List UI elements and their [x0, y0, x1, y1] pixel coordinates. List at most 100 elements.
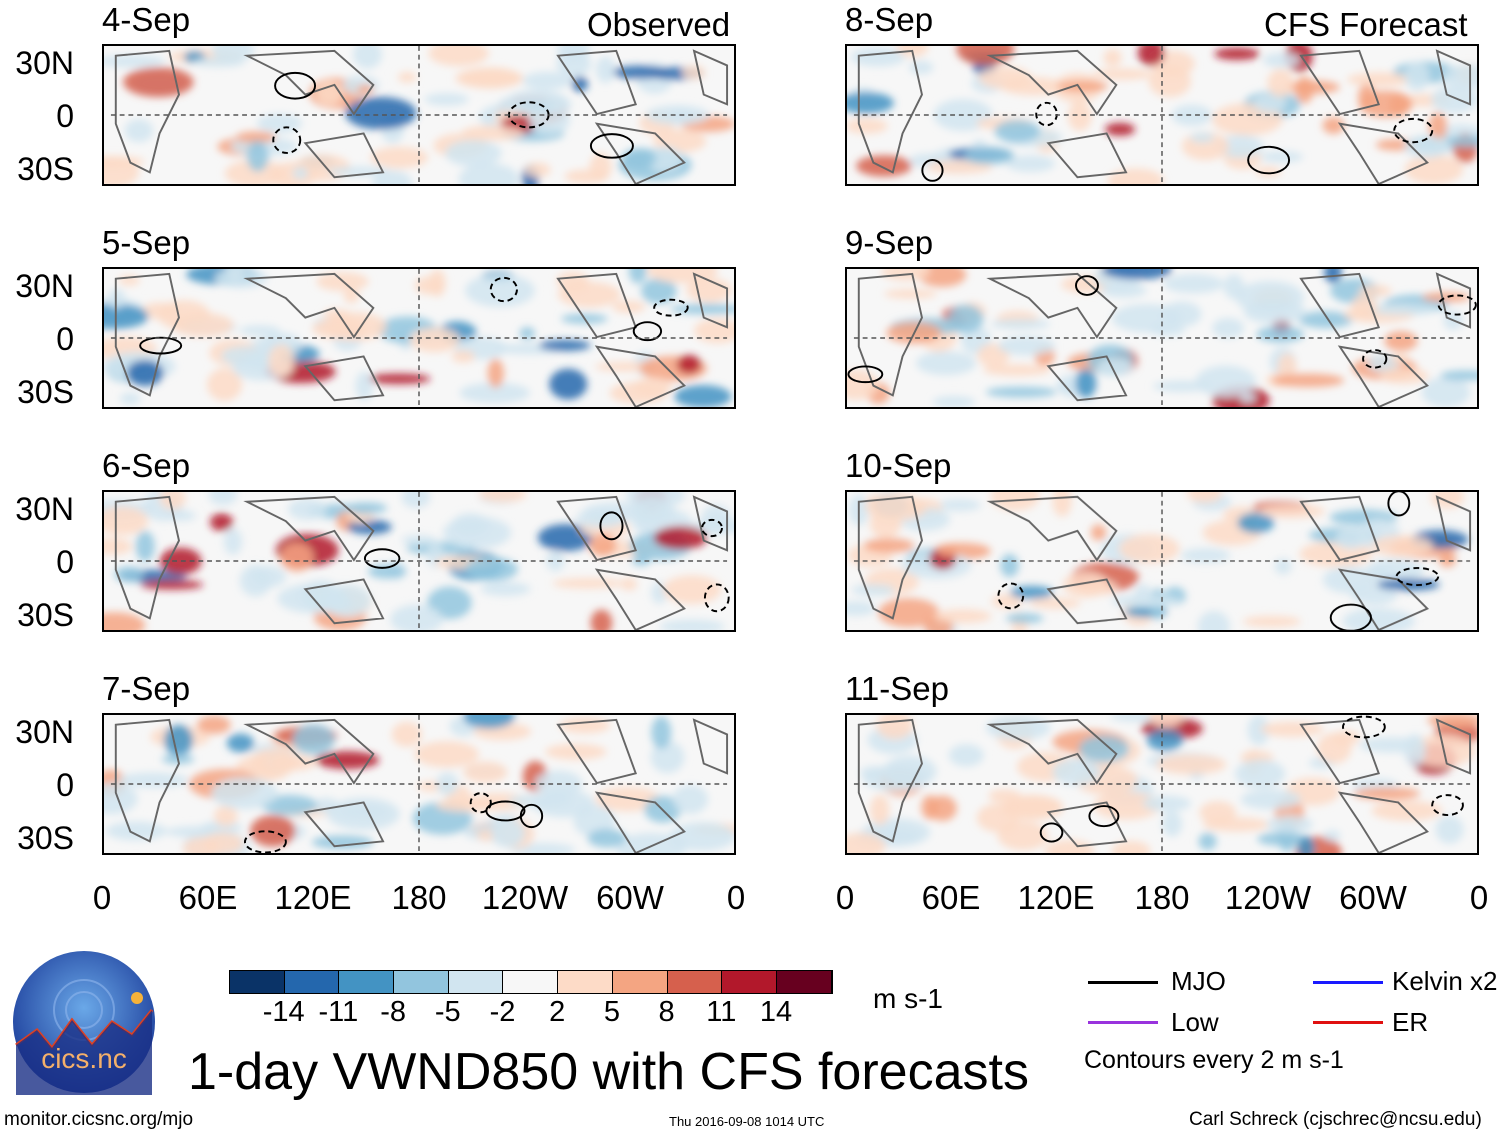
contour-line [519, 803, 544, 829]
anomaly-blob [847, 832, 886, 853]
anomaly-blob [1255, 166, 1282, 178]
anomaly-blob [346, 502, 388, 514]
x-tick-label: 60W [1339, 879, 1407, 916]
anomaly-blob [451, 350, 475, 363]
anomaly-blob [135, 530, 155, 562]
contour-line [1362, 349, 1388, 369]
map-panel [845, 490, 1479, 632]
anomaly-blob [1358, 90, 1413, 118]
anomaly-blob [250, 815, 296, 847]
anomaly-blob [114, 566, 144, 583]
anomaly-blob [1410, 734, 1476, 768]
anomaly-blob [478, 492, 527, 503]
anomaly-blob [1427, 715, 1477, 728]
panel-date: 10-Sep [845, 447, 952, 484]
anomaly-blob [908, 60, 934, 75]
anomaly-blob [937, 498, 981, 512]
anomaly-blob [1260, 150, 1304, 163]
colorbar-label: 2 [549, 996, 566, 1028]
footer-url: monitor.cicsnc.org/mjo [4, 1109, 194, 1130]
anomaly-blob [223, 528, 243, 555]
anomaly-blob [507, 794, 573, 808]
anomaly-blob [210, 513, 234, 532]
logo-text: cics.nc [41, 1043, 127, 1074]
anomaly-blob [883, 288, 938, 299]
colorbar-swatch [776, 971, 832, 993]
anomaly-blob [1148, 65, 1192, 98]
anomaly-blob [546, 550, 565, 572]
anomaly-blob [461, 67, 521, 89]
anomaly-blob [1271, 373, 1345, 388]
anomaly-blob [1101, 269, 1173, 280]
anomaly-blob [990, 318, 1051, 330]
anomaly-blob [1111, 840, 1151, 853]
anomaly-blob [140, 579, 204, 590]
legend-mjo-label: MJO [1171, 966, 1226, 996]
anomaly-blob [1052, 758, 1101, 786]
anomaly-blob [645, 105, 710, 125]
anomaly-blob [587, 829, 627, 848]
anomaly-blob [104, 54, 166, 68]
coastlines [114, 495, 729, 630]
anomaly-blob [1403, 734, 1426, 767]
anomaly-blob [1346, 72, 1413, 87]
contour-line [139, 336, 183, 355]
colorbar-swatch [503, 971, 559, 993]
anomaly-blob [851, 584, 896, 597]
x-tick-label: 0 [835, 879, 855, 916]
cics-logo: cics.nc [12, 950, 157, 1095]
anomaly-blob [978, 66, 1032, 90]
anomaly-blob [370, 146, 429, 169]
anomaly-blob [595, 56, 616, 83]
anomaly-blob [443, 516, 512, 549]
anomaly-blob [863, 538, 915, 553]
anomaly-blob [141, 302, 179, 320]
colorbar-swatch [339, 971, 395, 993]
anomaly-blob [491, 818, 525, 848]
anomaly-blob [428, 46, 489, 67]
anomaly-blob [641, 278, 677, 305]
y-tick-label: 0 [56, 321, 74, 357]
y-tick-label: 0 [56, 767, 74, 803]
anomaly-blob [1243, 615, 1301, 628]
anomaly-blob [990, 492, 1040, 511]
anomaly-blob [519, 327, 536, 340]
anomaly-blob [256, 113, 303, 134]
anomaly-blob [211, 46, 255, 62]
anomaly-blob [1379, 368, 1429, 384]
anomaly-blob [1214, 47, 1260, 61]
anomaly-blob [628, 269, 647, 284]
colorbar-label: -2 [489, 996, 516, 1028]
anomaly-blob [280, 543, 314, 572]
anomaly-blob [401, 492, 431, 508]
contour-line [1329, 603, 1372, 630]
legend-kelvin-line [1313, 981, 1383, 984]
contour-line [599, 511, 624, 541]
anomaly-blob [672, 784, 709, 814]
panel-date: 6-Sep [102, 447, 191, 484]
map-panel [102, 44, 736, 186]
anomaly-blob [424, 93, 469, 106]
anomaly-blob [390, 604, 444, 630]
anomaly-blob [1155, 754, 1227, 775]
anomaly-blob [1266, 815, 1313, 834]
contour-line [1075, 275, 1099, 296]
anomaly-blob [674, 384, 732, 407]
anomaly-blob [693, 318, 734, 344]
anomaly-blob [323, 308, 351, 320]
anomaly-blob [1438, 551, 1457, 568]
x-tick-label: 0 [726, 879, 746, 916]
anomaly-blob [1422, 292, 1471, 303]
coastlines [857, 49, 1472, 184]
anomaly-blob [197, 715, 231, 734]
contour-line [485, 800, 526, 822]
contour-line [1035, 101, 1058, 127]
anomaly-blob [1092, 68, 1153, 80]
anomaly-blob [1212, 317, 1245, 339]
contour-line [701, 518, 723, 538]
contour-line [1393, 117, 1434, 144]
x-tick-label: 120W [481, 879, 569, 916]
colorbar-label: 8 [658, 996, 675, 1028]
anomaly-blob [549, 368, 588, 400]
anomaly-blob [1180, 548, 1231, 564]
